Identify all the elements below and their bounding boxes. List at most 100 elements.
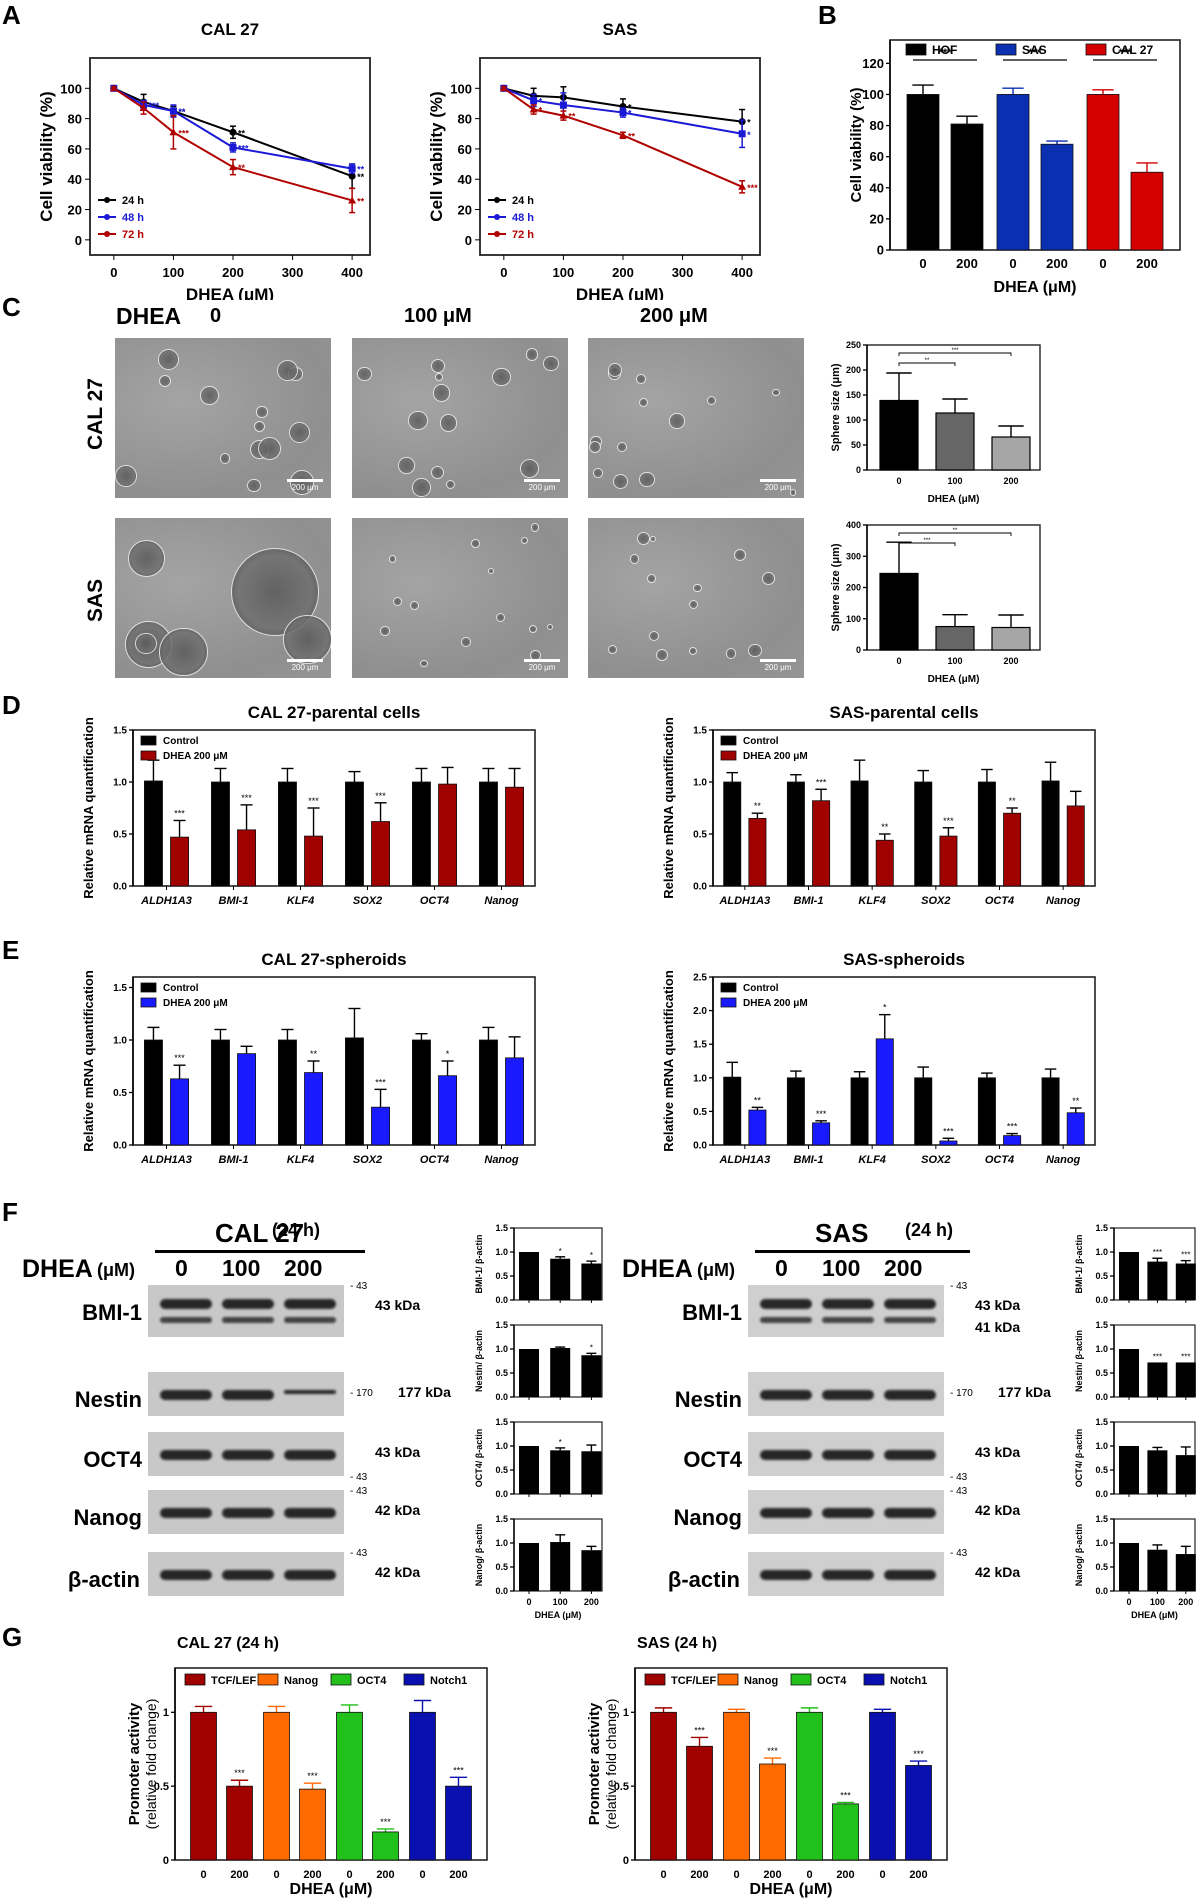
y-axis-label: Promoter activity bbox=[126, 1702, 143, 1825]
y-tick-label: 100 bbox=[846, 614, 861, 624]
legend-swatch bbox=[644, 1673, 666, 1686]
spheroid bbox=[432, 384, 450, 402]
plot-frame bbox=[634, 1667, 948, 1861]
blot-strip bbox=[748, 1552, 944, 1596]
y-axis-label: Nanog/ β-actin bbox=[474, 1524, 484, 1587]
bar bbox=[345, 781, 364, 887]
significance-label: * bbox=[628, 102, 632, 112]
spheroid bbox=[655, 648, 669, 662]
legend-swatch bbox=[790, 1673, 812, 1686]
x-tick-label: 0 bbox=[500, 265, 507, 280]
bar bbox=[1066, 805, 1085, 887]
protein-label: β-actin bbox=[67, 1567, 140, 1592]
y-tick-label: 2.0 bbox=[693, 1006, 707, 1017]
bar bbox=[170, 836, 189, 887]
significance-label: ** bbox=[568, 112, 576, 122]
chart-title: CAL 27-parental cells bbox=[248, 703, 421, 722]
marker-label: - 43 bbox=[350, 1281, 368, 1292]
scale-bar: 200 μm bbox=[524, 479, 560, 492]
data-marker bbox=[529, 105, 538, 113]
y-tick-label: 1.5 bbox=[495, 1320, 508, 1330]
bar bbox=[991, 626, 1031, 651]
bar bbox=[1003, 1135, 1022, 1146]
protein-band bbox=[160, 1570, 212, 1580]
spheroid bbox=[647, 574, 657, 584]
y-tick-label: 0.5 bbox=[1095, 1562, 1108, 1572]
x-tick-label: 200 bbox=[1178, 1597, 1193, 1607]
legend-swatch bbox=[717, 1673, 739, 1686]
significance-label: *** bbox=[816, 1109, 827, 1119]
significance-label: *** bbox=[816, 777, 827, 787]
blot-title-underline bbox=[755, 1250, 970, 1253]
protein-label: Nestin bbox=[674, 1387, 742, 1412]
legend-label: Control bbox=[743, 736, 779, 747]
bar bbox=[445, 1785, 472, 1861]
spheroid bbox=[408, 410, 428, 431]
bar bbox=[304, 1072, 323, 1146]
spheroid bbox=[543, 355, 560, 372]
x-tick-label: 0 bbox=[879, 1869, 885, 1881]
protein-band bbox=[284, 1390, 336, 1394]
spheroid bbox=[409, 600, 420, 611]
significance-label: *** bbox=[943, 1126, 954, 1136]
y-tick-label: 0.5 bbox=[614, 1781, 629, 1793]
blot-title-underline bbox=[155, 1250, 365, 1253]
chart-sas-densitometry: 0.0 0.5 1.0 1.5 *** *** BMI-1/ β-actin 0.0 0.5 1.… bbox=[1074, 1223, 1196, 1620]
x-tick-label: 200 bbox=[909, 1869, 927, 1881]
protein-label: Nanog bbox=[673, 1505, 742, 1530]
panel-label-g: G bbox=[2, 1622, 23, 1652]
protein-band bbox=[284, 1508, 336, 1518]
bar bbox=[438, 783, 457, 887]
protein-band bbox=[284, 1317, 336, 1323]
y-tick-label: 0.5 bbox=[495, 1271, 508, 1281]
spheroid bbox=[357, 366, 372, 382]
y-tick-label: 0.0 bbox=[1095, 1295, 1108, 1305]
y-tick-label: 0.0 bbox=[1095, 1392, 1108, 1402]
protein-label: Nestin bbox=[74, 1387, 142, 1412]
chart-title: CAL 27 (24 h) bbox=[177, 1635, 279, 1652]
bar bbox=[278, 781, 297, 887]
data-marker bbox=[348, 165, 356, 173]
protein-band bbox=[884, 1390, 936, 1400]
marker-label: - 170 bbox=[350, 1388, 373, 1399]
x-tick-label: 200 bbox=[763, 1869, 781, 1881]
bar bbox=[438, 1075, 457, 1146]
spheroid bbox=[639, 472, 655, 488]
y-tick-label: 1.5 bbox=[1095, 1320, 1108, 1330]
bar bbox=[879, 572, 919, 651]
significance-label: *** bbox=[1153, 1352, 1162, 1361]
y-tick-label: 1.0 bbox=[1095, 1344, 1108, 1354]
legend-label: CAL 27 bbox=[1112, 43, 1153, 57]
bar bbox=[581, 1263, 602, 1300]
x-tick-label: 100 bbox=[947, 656, 962, 666]
significance-label: *** bbox=[951, 348, 959, 354]
significance-label: * bbox=[747, 130, 751, 140]
spheroid bbox=[460, 636, 472, 648]
spheroid bbox=[636, 374, 647, 384]
significance-label: *** bbox=[149, 101, 160, 111]
spheroid bbox=[247, 478, 261, 493]
protein-band bbox=[284, 1450, 336, 1460]
spheroid bbox=[158, 348, 180, 371]
x-tick-label: 200 bbox=[956, 256, 978, 271]
x-tick-label: BMI-1 bbox=[219, 895, 249, 907]
spheroid bbox=[393, 596, 403, 606]
bar bbox=[832, 1803, 859, 1861]
legend-label: Nanog bbox=[284, 1675, 318, 1687]
kda-label: 43 kDa bbox=[975, 1297, 1021, 1313]
protein-band bbox=[884, 1570, 936, 1580]
significance-label: ** bbox=[178, 107, 186, 117]
chart-cal27-parental-mrna: CAL 27-parental cells 0.0 0.5 1.0 1.5 *** ALDH… bbox=[81, 703, 536, 907]
y-axis-label: OCT4/ β-actin bbox=[1074, 1429, 1084, 1488]
spheroid bbox=[520, 536, 529, 545]
protein-label: β-actin bbox=[667, 1567, 740, 1592]
x-tick-label: ALDH1A3 bbox=[718, 1154, 770, 1166]
data-marker bbox=[229, 128, 237, 136]
data-marker bbox=[559, 111, 568, 119]
plot-frame bbox=[174, 1667, 488, 1861]
spheroid bbox=[411, 478, 431, 497]
panel-label-c: C bbox=[2, 292, 21, 322]
bar bbox=[850, 1077, 869, 1146]
y-tick-label: 60 bbox=[68, 142, 82, 157]
y-axis-label: OCT4/ β-actin bbox=[474, 1429, 484, 1488]
